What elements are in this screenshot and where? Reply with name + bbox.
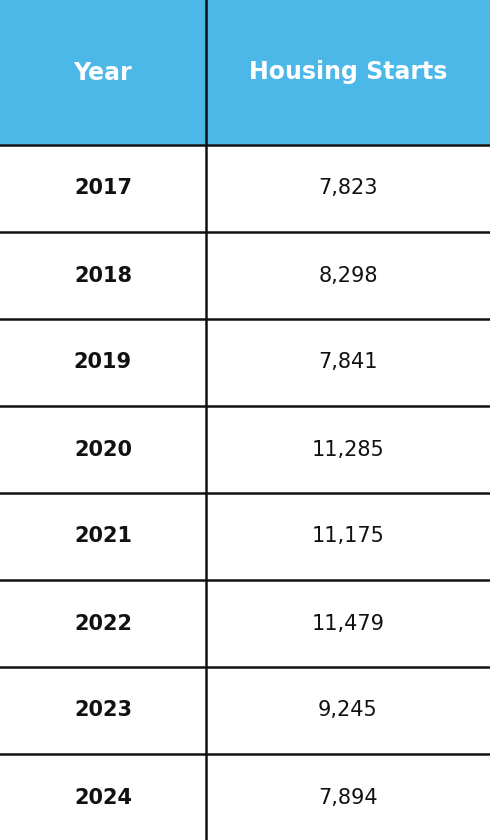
Text: 2017: 2017: [74, 178, 132, 198]
Text: 8,298: 8,298: [318, 265, 378, 286]
Text: 9,245: 9,245: [318, 701, 378, 721]
Text: 11,479: 11,479: [312, 613, 384, 633]
Text: 11,175: 11,175: [312, 527, 384, 547]
Text: 11,285: 11,285: [312, 439, 384, 459]
Text: Year: Year: [74, 60, 132, 85]
Text: 2022: 2022: [74, 613, 132, 633]
Text: 2018: 2018: [74, 265, 132, 286]
Text: 7,841: 7,841: [318, 353, 378, 372]
Text: 2024: 2024: [74, 788, 132, 807]
Text: Housing Starts: Housing Starts: [249, 60, 447, 85]
Text: 2023: 2023: [74, 701, 132, 721]
Text: 2020: 2020: [74, 439, 132, 459]
Text: 7,823: 7,823: [318, 178, 378, 198]
Text: 7,894: 7,894: [318, 788, 378, 807]
Text: 2019: 2019: [74, 353, 132, 372]
Text: 2021: 2021: [74, 527, 132, 547]
